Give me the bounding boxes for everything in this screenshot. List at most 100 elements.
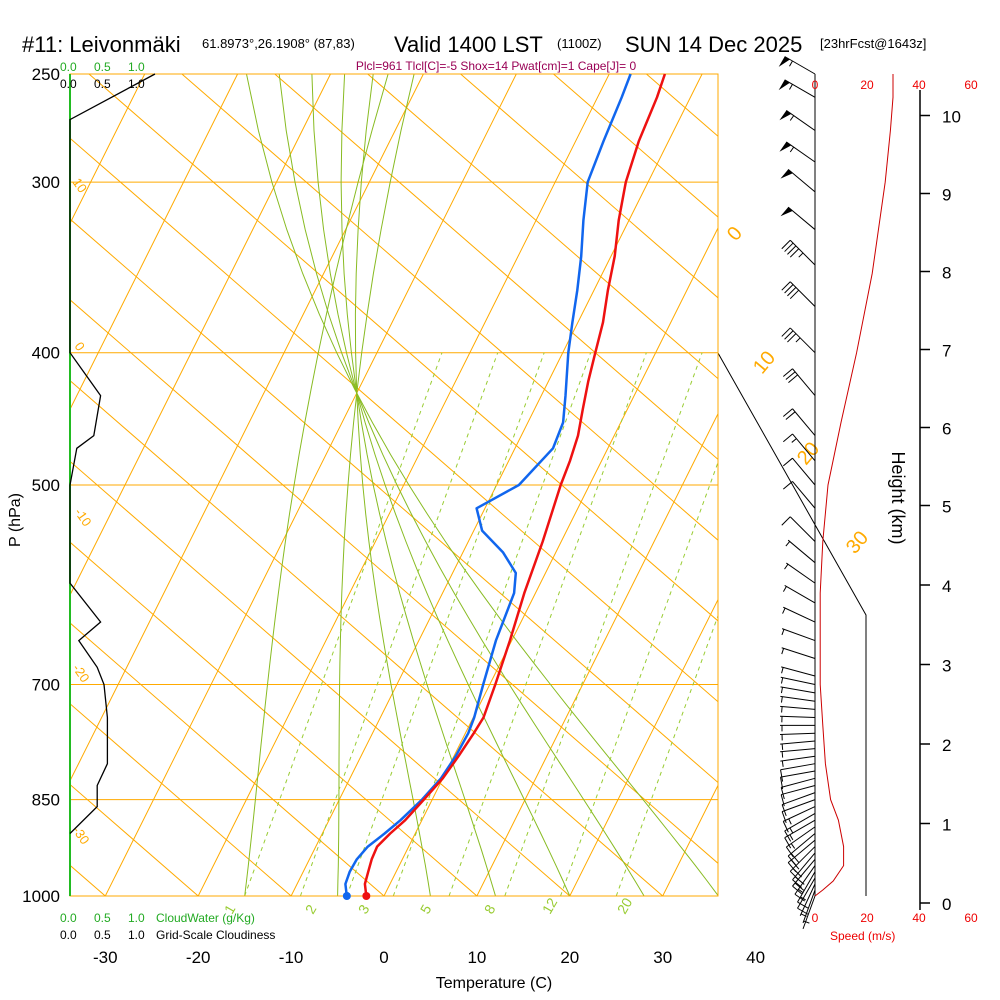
wind-barb bbox=[779, 141, 816, 163]
wind-barb-full bbox=[782, 408, 793, 417]
bottom-green-label-0: 0.0 bbox=[60, 911, 77, 925]
height-axis-label: Height (km) bbox=[888, 451, 908, 544]
wind-barb bbox=[778, 56, 816, 75]
wind-barb-full bbox=[782, 368, 793, 377]
dry-adiabat-line bbox=[70, 137, 718, 703]
wind-barb bbox=[785, 539, 816, 564]
wind-barb-staff bbox=[780, 686, 816, 694]
wind-barb bbox=[780, 169, 816, 193]
wind-barb-half bbox=[789, 84, 793, 90]
wind-barb-half bbox=[781, 629, 785, 636]
wind-barb bbox=[781, 628, 816, 642]
wind-barb-staff bbox=[789, 327, 816, 354]
moist-adiabat-line bbox=[354, 74, 431, 896]
wind-barb-staff bbox=[780, 770, 816, 778]
wind-barb-staff bbox=[780, 755, 816, 762]
wind-barb bbox=[797, 871, 816, 909]
wind-barb bbox=[782, 584, 816, 604]
speed-tick-label-top: 60 bbox=[964, 78, 978, 92]
bottom-black-label-0: 0.0 bbox=[60, 928, 77, 942]
dry-adiabat-line bbox=[70, 703, 292, 896]
wind-barb-staff bbox=[792, 852, 816, 881]
wind-barb-half bbox=[781, 751, 784, 758]
wind-barb-full bbox=[784, 330, 794, 340]
wind-barb bbox=[780, 770, 816, 790]
bottom-black-label-2: 1.0 bbox=[128, 928, 145, 942]
overlay-lines: 1235812200102030100-10-20-30 bbox=[70, 175, 874, 916]
background-grid bbox=[70, 74, 1000, 896]
dry-adiabat-line bbox=[553, 74, 718, 218]
wind-barb-full bbox=[782, 433, 793, 443]
mixing-ratio-line bbox=[504, 352, 703, 896]
moist-adiabat-line bbox=[278, 74, 645, 896]
wind-barb-flag bbox=[778, 56, 790, 67]
height-tick-label: 2 bbox=[942, 736, 951, 755]
wind-barb bbox=[784, 819, 816, 849]
wind-barb-staff bbox=[780, 732, 816, 735]
wind-barb-flag bbox=[780, 169, 793, 179]
speed-tick-label-bottom: 20 bbox=[860, 911, 874, 925]
wind-barb-half bbox=[800, 913, 807, 917]
temperature-tick-label: -30 bbox=[93, 948, 118, 967]
dry-adiabat-line bbox=[70, 299, 718, 864]
wind-barb-full bbox=[781, 516, 791, 526]
wind-barb bbox=[781, 281, 816, 307]
height-tick-label: 9 bbox=[942, 186, 951, 205]
wind-barb bbox=[780, 686, 816, 694]
wind-barb bbox=[782, 481, 816, 509]
wind-barb-full bbox=[784, 837, 792, 849]
pressure-axis-label: P (hPa) bbox=[7, 493, 24, 547]
utc-time: (1100Z) bbox=[557, 36, 602, 51]
wind-barb bbox=[780, 763, 816, 782]
wind-barb-staff bbox=[797, 877, 816, 909]
wind-barb-staff bbox=[781, 666, 816, 677]
station-title: #11: Leivonmäki bbox=[22, 32, 181, 57]
moist-adiabat-line bbox=[340, 74, 496, 896]
dry-adiabat-line bbox=[181, 74, 718, 541]
wind-barb-full bbox=[785, 371, 796, 380]
wind-barb-full bbox=[781, 804, 787, 817]
speed-tick-label-bottom: 60 bbox=[964, 911, 978, 925]
temperature-axis-label: Temperature (C) bbox=[436, 975, 552, 992]
wind-barb-half bbox=[780, 687, 783, 694]
wind-barb-staff bbox=[789, 846, 816, 872]
isotherm-line bbox=[70, 74, 146, 225]
dry-adiabat-line bbox=[925, 74, 1000, 896]
isotherm-line bbox=[197, 74, 610, 896]
wind-barb-full bbox=[781, 281, 791, 291]
mixing-ratio-line bbox=[615, 614, 718, 896]
temperature-profile bbox=[363, 73, 667, 897]
wind-barb-staff bbox=[787, 839, 816, 863]
height-tick-label: 5 bbox=[942, 498, 951, 517]
top-black-label-0: 0.0 bbox=[60, 77, 77, 91]
wind-barb-staff bbox=[780, 763, 816, 771]
stability-boundary-line bbox=[717, 352, 867, 896]
isotherm-label: 0 bbox=[723, 223, 747, 246]
wind-barb bbox=[780, 777, 816, 800]
mixing-ratio-label: 20 bbox=[614, 895, 636, 917]
wind-barb-half bbox=[781, 706, 783, 713]
wind-barb bbox=[794, 865, 816, 902]
moist-adiabat-line bbox=[311, 74, 571, 896]
wind-barb-half bbox=[782, 607, 786, 614]
wind-barb bbox=[780, 732, 816, 741]
wind-barb-staff bbox=[780, 715, 816, 718]
isotherm-line bbox=[569, 598, 718, 896]
wind-barb bbox=[780, 748, 816, 758]
wind-barb-full bbox=[797, 907, 809, 915]
wind-barb-half bbox=[790, 843, 796, 849]
wind-barb bbox=[792, 858, 816, 895]
dry-adiabat-line bbox=[70, 218, 718, 784]
dry-adiabat-label: 0 bbox=[72, 339, 88, 354]
wind-barb-staff bbox=[792, 368, 816, 396]
pressure-axis: 250 300 400 500 700 850 1000 bbox=[22, 65, 60, 906]
wind-barb-half bbox=[785, 541, 791, 547]
wind-barb-half bbox=[789, 834, 794, 841]
wind-barb-staff bbox=[780, 748, 816, 753]
wind-barb bbox=[781, 239, 816, 266]
wind-barb-full bbox=[785, 411, 796, 420]
mixing-ratio-label: 2 bbox=[302, 902, 320, 917]
wind-barb-full bbox=[787, 287, 797, 297]
speed-tick-label-bottom: 0 bbox=[812, 911, 819, 925]
